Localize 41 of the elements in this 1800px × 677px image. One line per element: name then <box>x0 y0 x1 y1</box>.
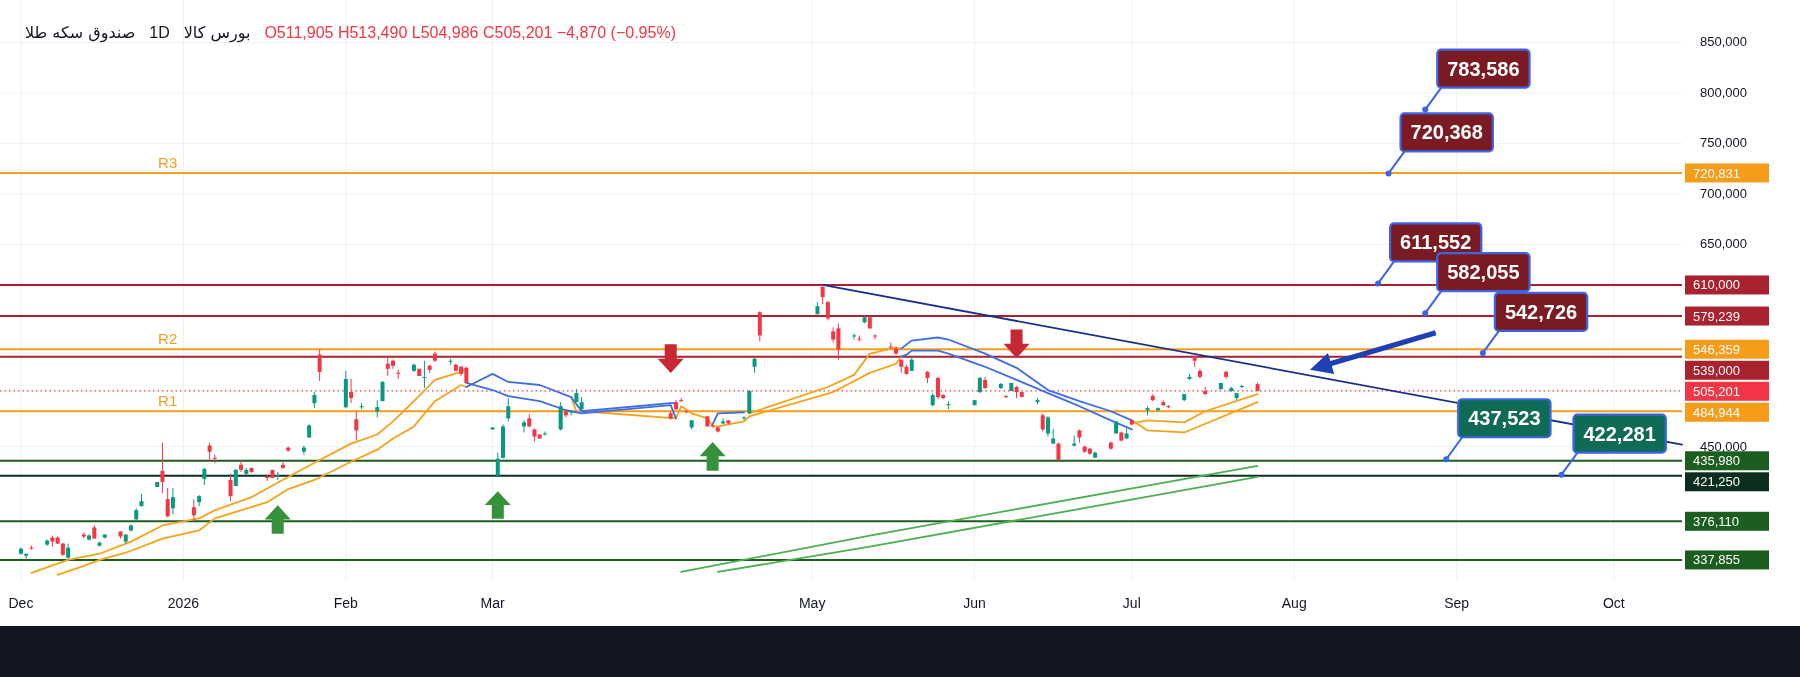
ref-line-label: 376,110 <box>1693 513 1740 529</box>
ref-line-label: 720,831 <box>1693 165 1740 181</box>
text: صندوق سکه طلا <box>25 23 136 43</box>
ref-line-label: 484,944 <box>1693 404 1740 420</box>
annotation: 422,281 <box>1583 422 1656 445</box>
annotation: 720,368 <box>1410 121 1483 144</box>
x-tick-label: Sep <box>1444 595 1470 611</box>
ref-line-label: 505,201 <box>1693 383 1740 399</box>
annotation: R3 <box>158 153 178 171</box>
text: 1D <box>149 24 170 41</box>
annotation: R2 <box>158 330 178 348</box>
x-tick-label: Dec <box>8 595 34 611</box>
y-tick-label: 700,000 <box>1700 185 1747 201</box>
y-tick-label: 450,000 <box>1700 438 1747 454</box>
x-tick-label: Feb <box>333 595 359 611</box>
annotation: 437,523 <box>1468 407 1541 430</box>
x-tick-label: Jul <box>1122 595 1141 611</box>
ref-line-label: 421,250 <box>1693 474 1740 490</box>
annotation: بورس کالا <box>183 23 251 43</box>
x-tick-label: Jun <box>963 595 986 611</box>
x-tick-label: Mar <box>480 595 505 611</box>
ref-line-label: 610,000 <box>1693 277 1740 293</box>
y-tick-label: 800,000 <box>1700 84 1747 100</box>
annotation: 783,586 <box>1447 57 1520 80</box>
ref-line-label: 539,000 <box>1693 362 1740 378</box>
annotation: R1 <box>158 392 178 410</box>
ref-line-label: 546,359 <box>1693 341 1740 357</box>
x-tick-label: Oct <box>1602 595 1625 611</box>
x-tick-label: May <box>798 595 826 611</box>
annotation: 582,055 <box>1447 261 1520 284</box>
ref-line-label: 435,980 <box>1693 453 1740 469</box>
annotation: O511,905 H513,490 L504,986 C505,201 −4,870 (−0.95%) <box>264 24 676 41</box>
x-tick-label: Aug <box>1281 595 1307 611</box>
ref-line-label: 579,239 <box>1693 308 1740 324</box>
x-tick-label: 2026 <box>167 595 200 611</box>
annotation: 542,726 <box>1504 300 1578 323</box>
y-tick-label: 850,000 <box>1700 34 1747 50</box>
ref-line-label: 337,855 <box>1693 552 1740 568</box>
annotation: 611,552 <box>1400 231 1472 254</box>
y-tick-label: 650,000 <box>1700 236 1747 252</box>
y-tick-label: 750,000 <box>1700 135 1747 151</box>
